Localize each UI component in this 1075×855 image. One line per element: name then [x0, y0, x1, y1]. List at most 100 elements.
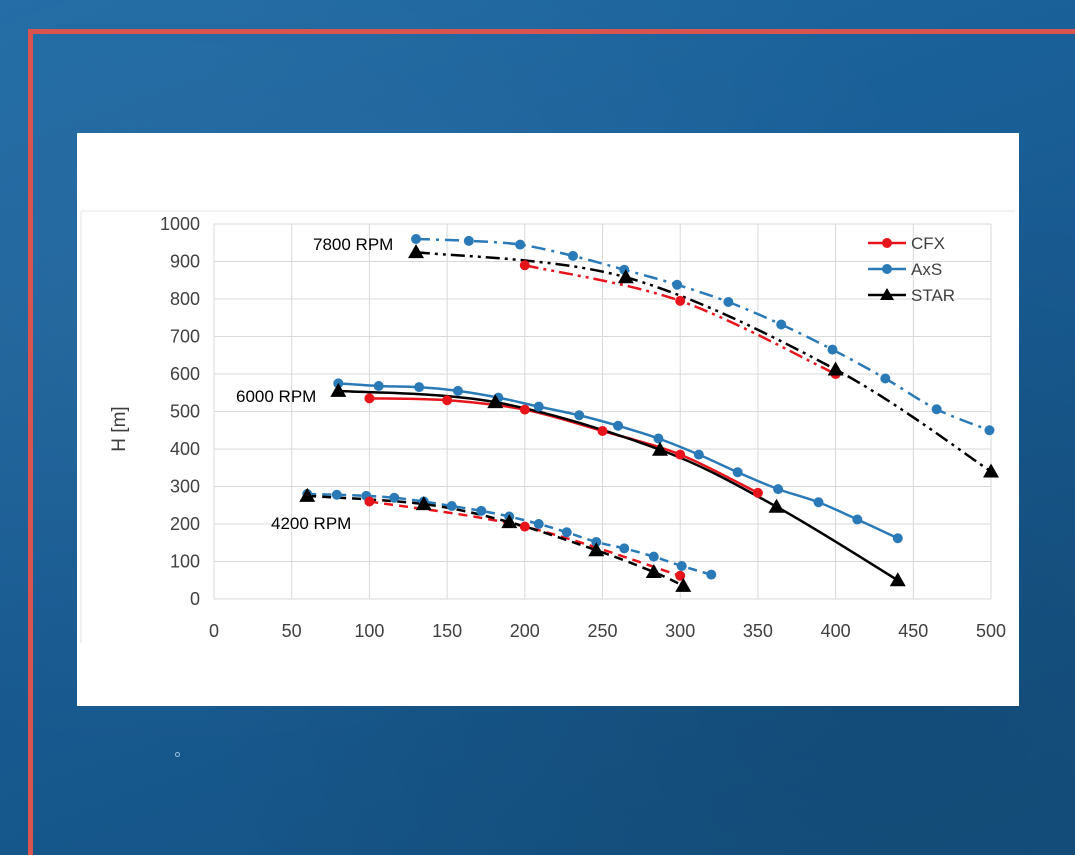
legend-item-star: STAR [868, 286, 955, 305]
point-cfx-7800 [519, 260, 530, 271]
point-axs-6000 [693, 449, 704, 460]
x-tick-label: 450 [898, 621, 928, 641]
x-tick-label: 50 [282, 621, 302, 641]
y-tick-label: 0 [190, 589, 200, 609]
point-axs-7800 [827, 344, 838, 355]
x-tick-label: 0 [209, 621, 219, 641]
point-cfx-6000 [752, 487, 763, 498]
y-tick-label: 100 [170, 552, 200, 572]
point-star-6000 [330, 382, 347, 397]
y-axis-label: H [m] [109, 406, 130, 451]
point-star-4200 [299, 487, 316, 502]
point-axs-4200 [676, 561, 687, 571]
point-star-7800 [617, 269, 634, 284]
tick-labels: 0 100 200 300 400 500 600 700 800 900 1000 0 50 100 15… [160, 214, 1006, 641]
point-axs-6000 [574, 410, 585, 421]
x-tick-label: 300 [665, 621, 695, 641]
point-axs-6000 [452, 385, 463, 396]
point-axs-6000 [773, 484, 784, 495]
y-tick-label: 300 [170, 477, 200, 497]
point-axs-7800 [463, 235, 474, 246]
point-star-4200 [415, 496, 432, 511]
point-axs-4200 [561, 527, 572, 538]
legend-item-axs: AxS [868, 260, 942, 279]
y-tick-label: 800 [170, 289, 200, 309]
point-cfx-6000 [364, 393, 375, 404]
series-line-star-7800 [415, 250, 992, 473]
annotation-4200-rpm: 4200 RPM [271, 514, 351, 533]
point-cfx-6000 [597, 426, 608, 436]
point-cfx-6000 [519, 404, 530, 415]
point-axs-4200 [648, 551, 659, 562]
point-axs-7800 [672, 279, 683, 290]
point-axs-6000 [852, 514, 863, 525]
point-axs-7800 [880, 373, 891, 384]
point-cfx-7800 [675, 295, 686, 306]
legend-item-cfx: CFX [868, 234, 945, 253]
point-axs-4200 [591, 537, 602, 547]
series-line-star-6000 [338, 389, 899, 582]
point-cfx-4200 [675, 570, 686, 581]
legend-label-axs: AxS [911, 260, 942, 279]
point-star-4200 [675, 577, 692, 592]
point-star-6000 [768, 498, 785, 513]
point-axs-4200 [533, 519, 544, 529]
point-star-4200 [501, 514, 518, 529]
point-cfx-6000 [442, 395, 453, 406]
point-axs-4200 [706, 569, 717, 580]
legend-label-star: STAR [911, 286, 955, 305]
point-axs-6000 [892, 533, 903, 544]
legend-label-cfx: CFX [911, 234, 945, 253]
point-axs-4200 [619, 543, 630, 554]
point-axs-6000 [414, 382, 425, 393]
y-tick-label: 500 [170, 402, 200, 422]
x-tick-label: 250 [587, 621, 617, 641]
point-axs-6000 [613, 420, 624, 431]
point-star-7800 [408, 244, 425, 259]
point-star-4200 [645, 564, 662, 578]
point-axs-7800 [776, 319, 787, 330]
point-axs-4200 [389, 492, 400, 503]
point-axs-4200 [331, 489, 342, 500]
pump-head-chart: 0 100 200 300 400 500 600 700 800 900 1000 0 50 100 15… [80, 210, 1015, 643]
x-tick-label: 500 [976, 621, 1006, 641]
point-axs-6000 [533, 401, 544, 412]
x-tick-label: 350 [743, 621, 773, 641]
x-tick-label: 100 [354, 621, 384, 641]
point-axs-7800 [567, 250, 578, 261]
grid [80, 210, 1015, 643]
point-axs-7800 [984, 425, 995, 436]
point-axs-7800 [515, 239, 526, 250]
x-tick-label: 200 [510, 621, 540, 641]
point-star-4200 [588, 542, 605, 557]
point-axs-6000 [653, 433, 664, 444]
y-tick-label: 700 [170, 327, 200, 347]
y-tick-label: 900 [170, 252, 200, 272]
point-axs-7800 [723, 297, 734, 307]
y-tick-label: 200 [170, 514, 200, 534]
point-star-7800 [827, 361, 844, 376]
y-tick-label: 600 [170, 364, 200, 384]
y-tick-label: 1000 [160, 214, 200, 234]
point-cfx-4200 [519, 521, 530, 532]
decorative-dot [175, 752, 180, 757]
y-tick-label: 400 [170, 439, 200, 459]
point-axs-6000 [813, 497, 824, 508]
point-star-6000 [651, 441, 668, 456]
point-star-7800 [983, 463, 999, 478]
x-tick-label: 400 [821, 621, 851, 641]
frame-top-border [28, 29, 1075, 34]
point-axs-7800 [411, 234, 422, 244]
point-axs-7800 [931, 404, 942, 415]
x-tick-label: 150 [432, 621, 462, 641]
point-star-6000 [889, 572, 906, 587]
annotation-7800-rpm: 7800 RPM [313, 235, 393, 254]
chart-panel: 0 100 200 300 400 500 600 700 800 900 1000 0 50 100 15… [77, 133, 1019, 706]
point-axs-4200 [476, 505, 487, 516]
point-axs-4200 [446, 501, 457, 511]
series-line-axs-6000 [338, 382, 899, 540]
series-line-star-4200 [307, 494, 684, 588]
markers [299, 234, 999, 592]
frame-left-border [28, 29, 33, 855]
point-star-6000 [487, 394, 504, 409]
